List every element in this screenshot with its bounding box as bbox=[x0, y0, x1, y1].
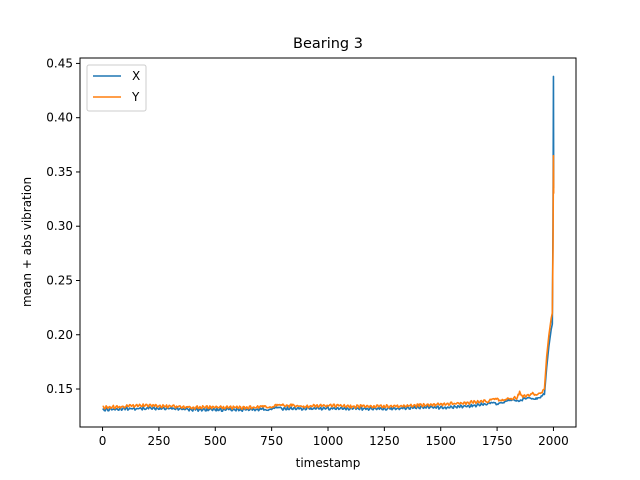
y-axis-label: mean + abs vibration bbox=[20, 177, 34, 307]
x-tick-label: 250 bbox=[147, 434, 170, 448]
y-tick-label: 0.35 bbox=[46, 165, 73, 179]
x-tick-label: 2000 bbox=[538, 434, 569, 448]
x-axis: 0 250 500 750 1000 1250 1500 1750 2000 bbox=[99, 427, 569, 448]
x-tick-label: 1250 bbox=[369, 434, 400, 448]
y-tick-label: 0.20 bbox=[46, 328, 73, 342]
y-axis: 0.15 0.20 0.25 0.30 0.35 0.40 0.45 bbox=[46, 56, 80, 396]
series-layer bbox=[102, 75, 555, 413]
x-tick-label: 1750 bbox=[482, 434, 513, 448]
legend-label-x: X bbox=[132, 69, 140, 83]
x-tick-label: 750 bbox=[260, 434, 283, 448]
x-tick-label: 1000 bbox=[313, 434, 344, 448]
series-line-x bbox=[102, 75, 555, 413]
chart-title: Bearing 3 bbox=[293, 36, 363, 52]
y-tick-label: 0.40 bbox=[46, 111, 73, 125]
legend: XY bbox=[86, 64, 147, 112]
x-tick-label: 500 bbox=[204, 434, 227, 448]
y-tick-label: 0.25 bbox=[46, 273, 73, 287]
series-line-y bbox=[102, 154, 555, 410]
legend-label-y: Y bbox=[131, 90, 140, 104]
x-axis-label: timestamp bbox=[296, 456, 361, 470]
x-tick-label: 1500 bbox=[425, 434, 456, 448]
x-tick-label: 0 bbox=[99, 434, 107, 448]
y-tick-label: 0.30 bbox=[46, 219, 73, 233]
y-tick-label: 0.45 bbox=[46, 56, 73, 70]
y-tick-label: 0.15 bbox=[46, 382, 73, 396]
